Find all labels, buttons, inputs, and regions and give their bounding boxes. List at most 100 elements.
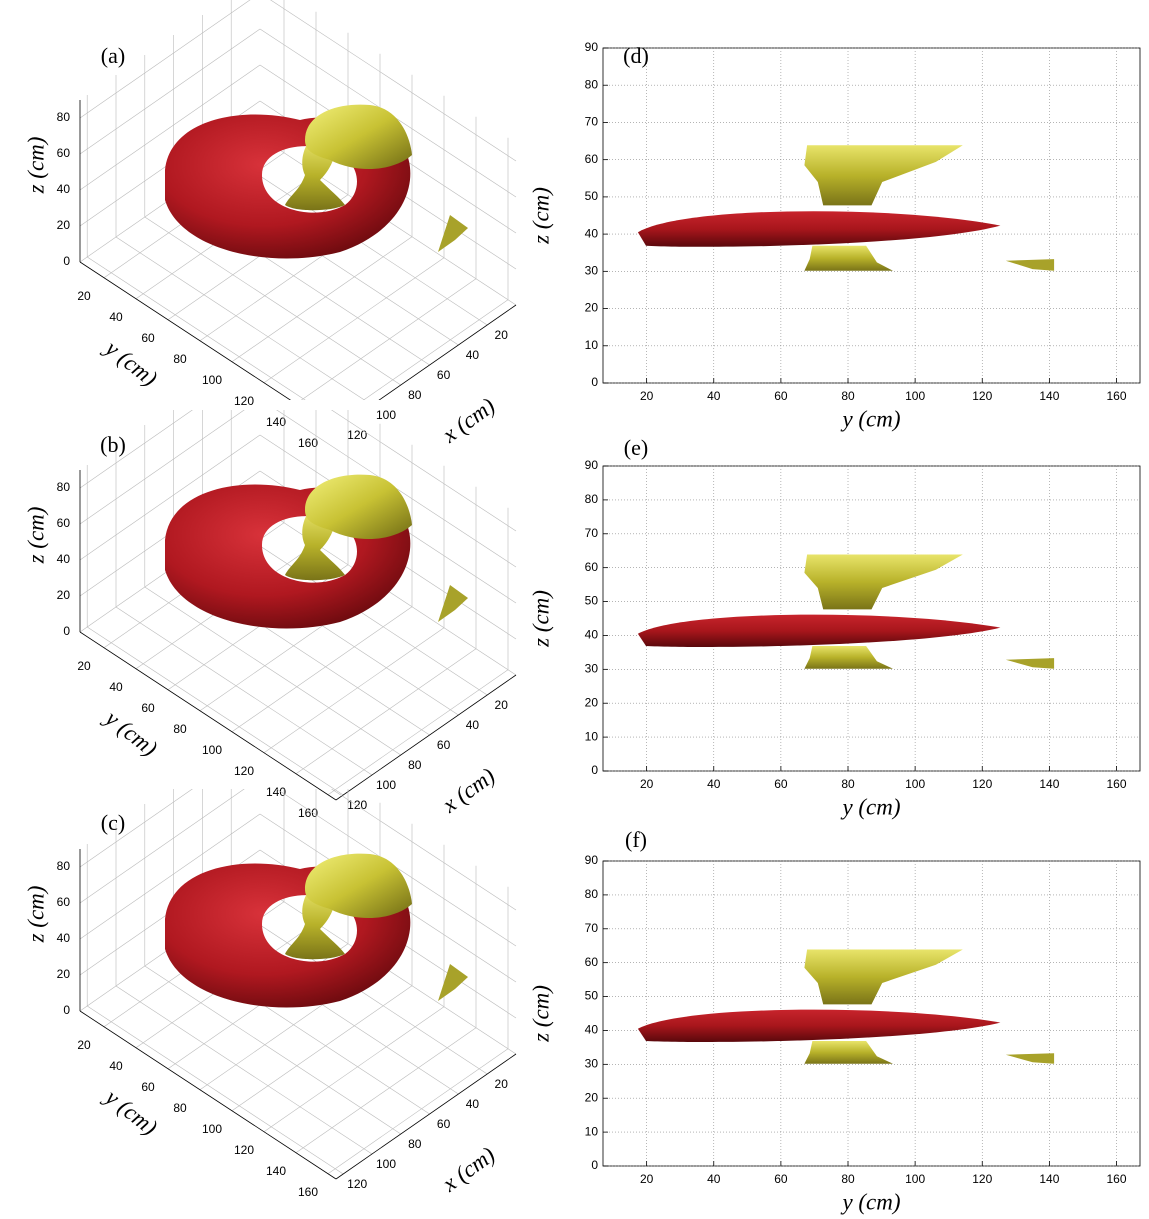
vortex-ring: [637, 614, 1001, 648]
y-tick-label: 160: [298, 1185, 318, 1199]
grid-line: [295, 1027, 477, 1153]
x-tick-label: 40: [466, 718, 480, 732]
grid-line: [327, 669, 509, 795]
y-tick-label: 90: [585, 40, 599, 54]
grid-line: [79, 434, 261, 561]
x-tick-label: 20: [640, 1172, 654, 1186]
x-tick-label: 60: [437, 1117, 451, 1131]
x-tick-label: 80: [841, 389, 855, 403]
z-tick-label: 0: [63, 624, 70, 638]
fragment: [438, 964, 468, 1001]
y-tick-label: 140: [266, 1164, 286, 1178]
x-tick-label: 80: [408, 758, 422, 772]
x-axis-label: y (cm): [840, 794, 900, 819]
x-tick-label: 60: [774, 389, 788, 403]
grid-line: [231, 236, 413, 362]
x-tick-label: 20: [495, 1077, 509, 1091]
y-tick-label: 0: [591, 375, 598, 389]
y-tick-label: 20: [77, 659, 91, 673]
x-tick-label: 100: [905, 389, 925, 403]
x-tick-label: 100: [376, 408, 396, 422]
y-axis-label: z (cm): [528, 590, 553, 648]
x-tick-label: 60: [437, 368, 451, 382]
vortex-cap: [305, 104, 412, 170]
y-tick-label: 30: [585, 1057, 599, 1071]
y-tick-label: 100: [202, 1122, 222, 1136]
x-tick-label: 100: [905, 777, 925, 791]
isosurfaces: [165, 104, 468, 259]
z-tick-label: 80: [57, 480, 71, 494]
axis-line: [335, 1053, 517, 1180]
grid-line: [300, 278, 477, 400]
z-tick-label: 40: [57, 182, 71, 196]
x-axis-label: y (cm): [840, 1189, 900, 1214]
x-axis-label: x (cm): [437, 1142, 500, 1197]
grid-line: [115, 236, 365, 400]
vortex-top: [804, 145, 963, 206]
grid-line: [79, 410, 245, 525]
x-tick-label: 20: [495, 328, 509, 342]
grid-line: [295, 648, 477, 774]
y-tick-label: 20: [77, 1038, 91, 1052]
z-tick-label: 20: [57, 967, 71, 981]
x-tick-label: 100: [376, 778, 396, 792]
vortex-top: [804, 949, 963, 1005]
panel-label: (f): [625, 827, 647, 852]
y-tick-label: 0: [591, 1158, 598, 1172]
y-tick-label: 60: [585, 955, 599, 969]
isosurfaces: [165, 853, 468, 1008]
z-tick-label: 40: [57, 931, 71, 945]
grid-line: [270, 0, 517, 162]
grid-line: [115, 985, 373, 1155]
fragment: [1005, 658, 1055, 669]
y-tick-label: 140: [266, 415, 286, 429]
grid-line: [79, 813, 261, 940]
x-tick-label: 60: [774, 1172, 788, 1186]
x-tick-label: 100: [376, 1157, 396, 1171]
y-tick-label: 40: [109, 1059, 123, 1073]
axis-line: [335, 674, 517, 801]
y-tick-label: 50: [585, 594, 599, 608]
y-tick-label: 140: [266, 785, 286, 799]
y-tick-label: 70: [585, 115, 599, 129]
grid-line: [79, 789, 193, 868]
panel-label: (e): [624, 435, 648, 460]
panel-3d: [79, 0, 517, 400]
y-tick-label: 100: [202, 743, 222, 757]
isosurfaces: [165, 474, 468, 629]
grid-line: [87, 1005, 344, 1175]
x-tick-label: 40: [466, 348, 480, 362]
x-tick-label: 140: [1039, 1172, 1059, 1186]
z-axis-label: z (cm): [23, 137, 48, 195]
y-tick-label: 40: [585, 226, 599, 240]
grid-line: [363, 299, 509, 400]
y-tick-label: 90: [585, 853, 599, 867]
y-tick-label: 80: [173, 722, 187, 736]
axis-line: [79, 261, 292, 400]
x-tick-label: 100: [905, 1172, 925, 1186]
grid-line: [327, 1048, 509, 1174]
x-tick-label: 140: [1039, 389, 1059, 403]
y-tick-label: 40: [109, 680, 123, 694]
x-tick-label: 160: [1106, 777, 1126, 791]
panel-label: (c): [101, 810, 125, 835]
grid-line: [79, 0, 251, 119]
z-axis-label: z (cm): [23, 507, 48, 565]
y-tick-label: 160: [298, 806, 318, 820]
grid-line: [87, 256, 306, 400]
y-tick-label: 20: [585, 301, 599, 315]
y-tick-label: 0: [591, 763, 598, 777]
vortex-bottom: [804, 646, 893, 669]
z-tick-label: 20: [57, 588, 71, 602]
y-tick-label: 40: [585, 1023, 599, 1037]
z-axis-label: z (cm): [23, 886, 48, 944]
y-tick-label: 120: [234, 1143, 254, 1157]
x-tick-label: 120: [347, 798, 367, 812]
z-tick-label: 80: [57, 110, 71, 124]
x-tick-label: 60: [437, 738, 451, 752]
grid-line: [79, 64, 261, 191]
y-tick-label: 90: [585, 458, 599, 472]
grid-line: [331, 410, 517, 532]
x-tick-label: 80: [841, 777, 855, 791]
